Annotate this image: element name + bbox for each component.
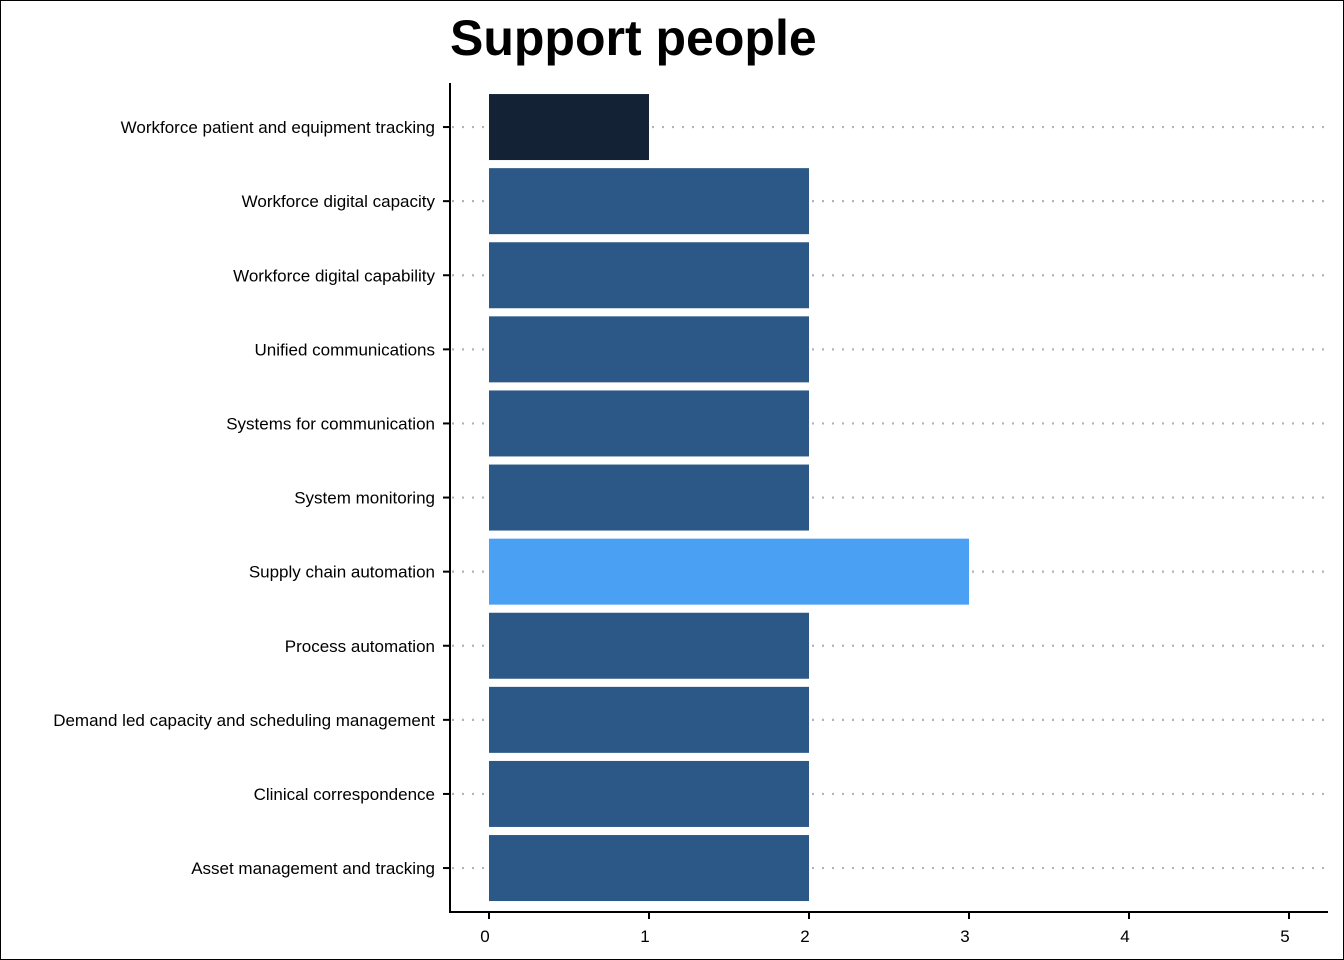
- x-tick-label: 5: [1280, 927, 1289, 946]
- y-tick-label: Unified communications: [255, 340, 435, 359]
- bar: [489, 316, 809, 383]
- y-tick-label: Asset management and tracking: [191, 859, 435, 878]
- y-tick-label: Systems for communication: [226, 414, 435, 433]
- y-tick-label: Supply chain automation: [249, 563, 435, 582]
- bar: [489, 686, 809, 753]
- bar: [489, 835, 809, 902]
- bar: [489, 94, 649, 161]
- x-tick-label: 4: [1120, 927, 1129, 946]
- y-tick-label: System monitoring: [294, 489, 435, 508]
- bar: [489, 612, 809, 679]
- y-tick-label: Workforce patient and equipment tracking: [121, 118, 435, 137]
- bar: [489, 464, 809, 531]
- y-tick-label: Process automation: [285, 637, 435, 656]
- y-tick-label: Workforce digital capacity: [242, 192, 436, 211]
- bar: [489, 760, 809, 827]
- y-tick-label: Demand led capacity and scheduling manag…: [53, 711, 435, 730]
- bar: [489, 538, 969, 605]
- y-tick-label: Workforce digital capability: [233, 266, 435, 285]
- bar: [489, 168, 809, 235]
- x-tick-label: 2: [800, 927, 809, 946]
- x-tick-label: 0: [480, 927, 489, 946]
- bar: [489, 242, 809, 309]
- x-tick-label: 3: [960, 927, 969, 946]
- chart-title: Support people: [450, 10, 817, 66]
- y-tick-label: Clinical correspondence: [254, 785, 435, 804]
- x-tick-label: 1: [640, 927, 649, 946]
- bar: [489, 390, 809, 457]
